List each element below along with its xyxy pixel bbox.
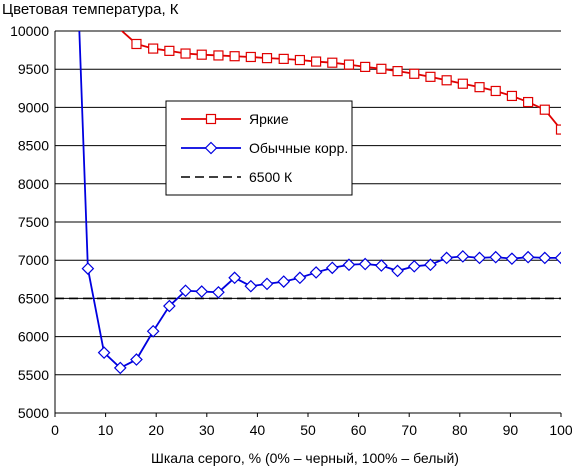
legend-marker (205, 113, 217, 125)
data-point (440, 251, 453, 265)
data-point (474, 82, 485, 93)
data-point (555, 124, 561, 135)
y-tick-label: 7500 (18, 214, 49, 230)
x-tick-label: 100 (549, 422, 572, 438)
grid-lines (55, 30, 561, 376)
data-point (457, 78, 468, 89)
data-point (244, 279, 258, 293)
y-tick-label: 10000 (10, 23, 49, 39)
data-point (376, 63, 387, 74)
y-tick-label: 5500 (18, 367, 49, 383)
data-point (228, 271, 241, 285)
plot-area (55, 31, 561, 375)
data-point (213, 50, 224, 61)
legend-marker (204, 141, 218, 155)
data-point (196, 49, 207, 60)
tick-labels: 5000 5500 6000 6500 7000 7500 8000 8500 9000 9500… (10, 23, 572, 438)
x-tick-label: 40 (250, 422, 266, 438)
axes (54, 31, 562, 417)
data-point (130, 353, 143, 366)
data-point (325, 261, 339, 275)
data-point (539, 104, 550, 115)
x-tick-label: 30 (199, 422, 215, 438)
data-point (456, 250, 470, 263)
data-point (441, 75, 452, 86)
series-line (120, 31, 561, 131)
y-tick-label: 5000 (18, 405, 49, 421)
legend-label: Обычные корр. (249, 140, 348, 156)
data-point (309, 266, 323, 279)
data-point (521, 250, 535, 264)
data-point (179, 284, 192, 298)
y-tick-label: 7000 (18, 252, 49, 268)
y-tick-label: 9000 (18, 99, 49, 115)
data-point (294, 54, 306, 66)
data-point (409, 68, 420, 79)
y-tick-label: 8000 (18, 176, 49, 192)
data-point (473, 251, 486, 265)
x-tick-label: 10 (98, 422, 114, 438)
data-point (310, 56, 322, 67)
data-point (343, 59, 355, 70)
data-point (424, 258, 437, 272)
data-point (506, 90, 518, 102)
data-point (212, 285, 225, 299)
data-point (229, 51, 240, 62)
x-tick-label: 70 (401, 422, 417, 438)
data-point (277, 275, 291, 288)
data-point (97, 346, 111, 359)
legend: Яркие Обычные корр. 6500 К (165, 100, 353, 196)
x-tick-label: 80 (452, 422, 468, 438)
legend-label: Яркие (249, 111, 289, 127)
data-point (375, 259, 388, 272)
data-point (195, 285, 209, 298)
data-point (391, 264, 404, 278)
data-point (490, 85, 501, 97)
data-point (425, 71, 436, 82)
data-point (360, 61, 371, 73)
data-point (164, 45, 175, 56)
data-point (327, 57, 338, 68)
x-tick-label: 50 (300, 422, 316, 438)
data-point (407, 259, 421, 273)
data-point (146, 324, 160, 338)
y-tick-label: 6500 (18, 290, 49, 306)
data-point (523, 96, 534, 108)
data-point (261, 53, 273, 64)
data-point (278, 53, 289, 64)
data-point (342, 258, 356, 272)
data-point (245, 51, 256, 63)
series-line (78, 31, 561, 370)
data-point (358, 257, 372, 271)
data-point (113, 361, 127, 375)
data-point (538, 251, 552, 265)
data-point (148, 43, 159, 54)
x-tick-label: 60 (351, 422, 367, 438)
x-tick-label: 20 (148, 422, 164, 438)
chart-title: Цветовая температура, К (2, 1, 179, 18)
data-point (392, 66, 403, 77)
y-tick-label: 8500 (18, 138, 49, 154)
x-tick-label: 90 (503, 422, 519, 438)
legend-label: 6500 К (249, 169, 293, 185)
y-tick-label: 6000 (18, 329, 49, 345)
x-tick-label: 0 (51, 422, 59, 438)
data-point (180, 48, 191, 59)
data-point (505, 252, 519, 266)
data-point (81, 262, 95, 275)
data-point (260, 277, 274, 291)
y-tick-label: 9500 (18, 61, 49, 77)
data-point (293, 271, 307, 285)
data-point (131, 38, 142, 50)
data-point (163, 299, 176, 313)
data-point (489, 250, 503, 264)
x-axis-label: Шкала серого, % (0% – черный, 100% – бел… (151, 450, 459, 466)
data-point (554, 251, 561, 265)
